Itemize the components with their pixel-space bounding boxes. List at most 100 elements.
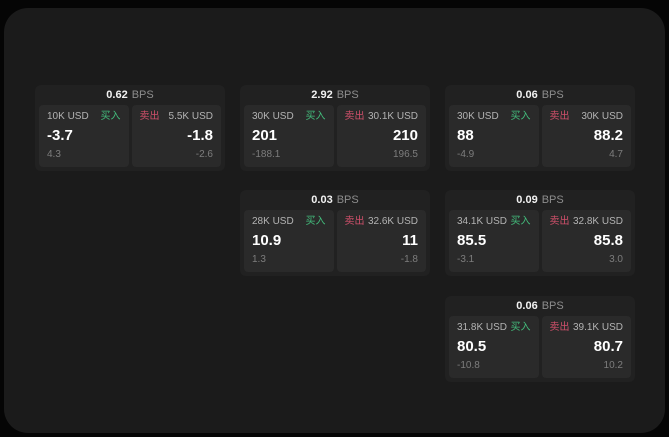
buy-panel-top: 30K USD 买入 xyxy=(252,111,326,123)
spread-value: 0.06 xyxy=(516,300,538,312)
buy-sub-value: -10.8 xyxy=(457,360,480,371)
sell-tag: 卖出 xyxy=(549,322,570,333)
bps-unit-label: BPS xyxy=(541,300,564,312)
sell-tag: 卖出 xyxy=(344,216,365,227)
sell-price: 210 xyxy=(392,127,418,144)
sell-price: 88.2 xyxy=(593,127,623,144)
buy-panel-top: 10K USD 买入 xyxy=(47,111,121,123)
quote-panels: 10K USD 买入 -3.7 4.3 卖出 5.5K USD -1.8 -2.… xyxy=(39,105,221,167)
sell-amount: 32.8K USD xyxy=(572,216,623,227)
sell-panel[interactable]: 卖出 32.8K USD 85.8 3.0 xyxy=(541,210,631,272)
sell-sub-value: 196.5 xyxy=(392,149,418,160)
sell-tag: 卖出 xyxy=(549,111,570,122)
quote-panels: 34.1K USD 买入 85.5 -3.1 卖出 32.8K USD 85.8… xyxy=(449,210,631,272)
buy-panel-top: 31.8K USD 买入 xyxy=(457,322,531,334)
sell-tag: 卖出 xyxy=(139,111,160,122)
buy-amount: 28K USD xyxy=(252,216,294,227)
sell-price: 11 xyxy=(402,232,418,249)
buy-tag: 买入 xyxy=(100,111,121,122)
buy-price: -3.7 xyxy=(47,127,73,144)
quote-card: 0.06 BPS 31.8K USD 买入 80.5 -10.8 卖出 39.1K… xyxy=(445,296,635,382)
sell-sub-value: 3.0 xyxy=(609,254,623,265)
spread-header: 0.06 BPS xyxy=(449,296,631,316)
quote-card: 2.92 BPS 30K USD 买入 201 -188.1 卖出 30.1K U… xyxy=(240,85,430,171)
buy-panel[interactable]: 10K USD 买入 -3.7 4.3 xyxy=(39,105,129,167)
buy-panel[interactable]: 28K USD 买入 10.9 1.3 xyxy=(244,210,334,272)
sell-panel-top: 卖出 30.1K USD xyxy=(345,111,419,123)
sell-amount: 39.1K USD xyxy=(572,322,623,333)
sell-panel[interactable]: 卖出 39.1K USD 80.7 10.2 xyxy=(541,316,631,378)
buy-sub-value: 1.3 xyxy=(252,254,266,265)
bps-unit-label: BPS xyxy=(541,89,564,101)
quote-card: 0.06 BPS 30K USD 买入 88 -4.9 卖出 30K USD xyxy=(445,85,635,171)
sell-sub-value: 4.7 xyxy=(609,149,623,160)
sell-panel-top: 卖出 5.5K USD xyxy=(140,111,214,123)
spread-header: 0.09 BPS xyxy=(449,190,631,210)
spread-header: 0.06 BPS xyxy=(449,85,631,105)
sell-amount: 5.5K USD xyxy=(168,111,213,122)
sell-price: -1.8 xyxy=(187,127,213,144)
buy-amount: 30K USD xyxy=(457,111,499,122)
buy-tag: 买入 xyxy=(305,216,326,227)
buy-panel[interactable]: 31.8K USD 买入 80.5 -10.8 xyxy=(449,316,539,378)
quote-panels: 31.8K USD 买入 80.5 -10.8 卖出 39.1K USD 80.… xyxy=(449,316,631,378)
quote-card: 0.62 BPS 10K USD 买入 -3.7 4.3 卖出 5.5K USD xyxy=(35,85,225,171)
buy-panel[interactable]: 30K USD 买入 88 -4.9 xyxy=(449,105,539,167)
sell-price: 80.7 xyxy=(593,338,623,355)
buy-tag: 买入 xyxy=(510,322,531,333)
sell-sub-value: 10.2 xyxy=(603,360,623,371)
sell-panel-top: 卖出 39.1K USD xyxy=(550,322,624,334)
buy-tag: 买入 xyxy=(510,216,531,227)
spread-header: 2.92 BPS xyxy=(244,85,426,105)
spread-header: 0.62 BPS xyxy=(39,85,221,105)
buy-price: 10.9 xyxy=(252,232,282,249)
quote-panels: 28K USD 买入 10.9 1.3 卖出 32.6K USD 11 -1.8 xyxy=(244,210,426,272)
sell-amount: 32.6K USD xyxy=(367,216,418,227)
sell-amount: 30K USD xyxy=(581,111,623,122)
quote-panels: 30K USD 买入 201 -188.1 卖出 30.1K USD 210 1… xyxy=(244,105,426,167)
buy-panel[interactable]: 34.1K USD 买入 85.5 -3.1 xyxy=(449,210,539,272)
sell-panel-top: 卖出 32.8K USD xyxy=(550,216,624,228)
sell-panel-top: 卖出 32.6K USD xyxy=(345,216,419,228)
buy-amount: 10K USD xyxy=(47,111,89,122)
app-window: 0.62 BPS 10K USD 买入 -3.7 4.3 卖出 5.5K USD xyxy=(4,8,665,433)
quote-card: 0.03 BPS 28K USD 买入 10.9 1.3 卖出 32.6K USD xyxy=(240,190,430,276)
buy-sub-value: -4.9 xyxy=(457,149,475,160)
quote-card: 0.09 BPS 34.1K USD 买入 85.5 -3.1 卖出 32.8K … xyxy=(445,190,635,276)
buy-panel-top: 30K USD 买入 xyxy=(457,111,531,123)
bps-unit-label: BPS xyxy=(336,194,359,206)
spread-value: 0.62 xyxy=(106,89,128,101)
buy-tag: 买入 xyxy=(305,111,326,122)
buy-panel-top: 34.1K USD 买入 xyxy=(457,216,531,228)
sell-panel[interactable]: 卖出 5.5K USD -1.8 -2.6 xyxy=(131,105,221,167)
buy-panel-top: 28K USD 买入 xyxy=(252,216,326,228)
spread-value: 0.06 xyxy=(516,89,538,101)
buy-price: 85.5 xyxy=(457,232,487,249)
spread-value: 0.03 xyxy=(311,194,333,206)
sell-sub-value: -2.6 xyxy=(195,149,213,160)
buy-sub-value: -188.1 xyxy=(252,149,281,160)
bps-unit-label: BPS xyxy=(336,89,359,101)
sell-panel[interactable]: 卖出 32.6K USD 11 -1.8 xyxy=(336,210,426,272)
spread-value: 0.09 xyxy=(516,194,538,206)
sell-amount: 30.1K USD xyxy=(367,111,418,122)
buy-panel[interactable]: 30K USD 买入 201 -188.1 xyxy=(244,105,334,167)
sell-panel[interactable]: 卖出 30.1K USD 210 196.5 xyxy=(336,105,426,167)
sell-panel-top: 卖出 30K USD xyxy=(550,111,624,123)
spread-value: 2.92 xyxy=(311,89,333,101)
buy-price: 88 xyxy=(457,127,474,144)
sell-price: 85.8 xyxy=(593,232,623,249)
buy-sub-value: 4.3 xyxy=(47,149,61,160)
spread-header: 0.03 BPS xyxy=(244,190,426,210)
buy-amount: 34.1K USD xyxy=(457,216,508,227)
buy-amount: 30K USD xyxy=(252,111,294,122)
sell-sub-value: -1.8 xyxy=(400,254,418,265)
buy-tag: 买入 xyxy=(510,111,531,122)
buy-sub-value: -3.1 xyxy=(457,254,475,265)
sell-tag: 卖出 xyxy=(344,111,365,122)
bps-unit-label: BPS xyxy=(131,89,154,101)
sell-panel[interactable]: 卖出 30K USD 88.2 4.7 xyxy=(541,105,631,167)
buy-price: 201 xyxy=(252,127,278,144)
buy-price: 80.5 xyxy=(457,338,487,355)
